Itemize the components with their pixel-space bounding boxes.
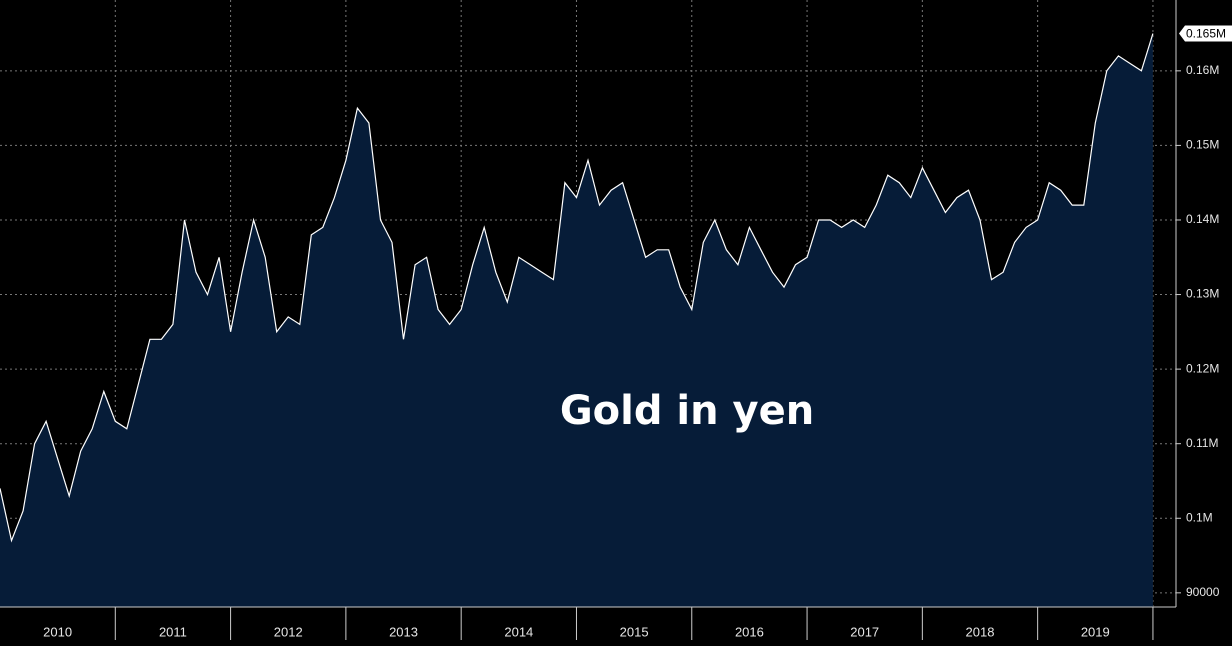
x-tick-label: 2012: [274, 624, 303, 639]
y-tick-label: 0.15M: [1186, 138, 1219, 152]
x-tick-label: 2017: [850, 624, 879, 639]
y-tick-label: 90000: [1186, 585, 1220, 599]
y-tick-label: 0.12M: [1186, 361, 1219, 375]
x-tick-label: 2018: [966, 624, 995, 639]
y-tick-label: 0.14M: [1186, 212, 1219, 226]
x-tick-label: 2019: [1081, 624, 1110, 639]
chart-title: Gold in yen: [560, 388, 814, 434]
area: [0, 33, 1153, 608]
x-tick-label: 2016: [735, 624, 764, 639]
y-tick-label: 0.13M: [1186, 287, 1219, 301]
y-tick-label: 0.16M: [1186, 63, 1219, 77]
x-tick-label: 2011: [159, 624, 187, 639]
x-tick-label: 2010: [43, 624, 72, 639]
line: [0, 33, 1154, 543]
y-tick-label: 0.1M: [1186, 510, 1213, 524]
end-label: 0.165M: [1186, 27, 1226, 41]
x-tick-label: 2014: [504, 624, 533, 639]
x-tick-label: 2013: [389, 624, 418, 639]
x-tick-label: 2015: [620, 624, 649, 639]
end-label-box: [1179, 25, 1232, 42]
y-tick-label: 0.11M: [1186, 436, 1218, 450]
plot: [0, 33, 1154, 608]
